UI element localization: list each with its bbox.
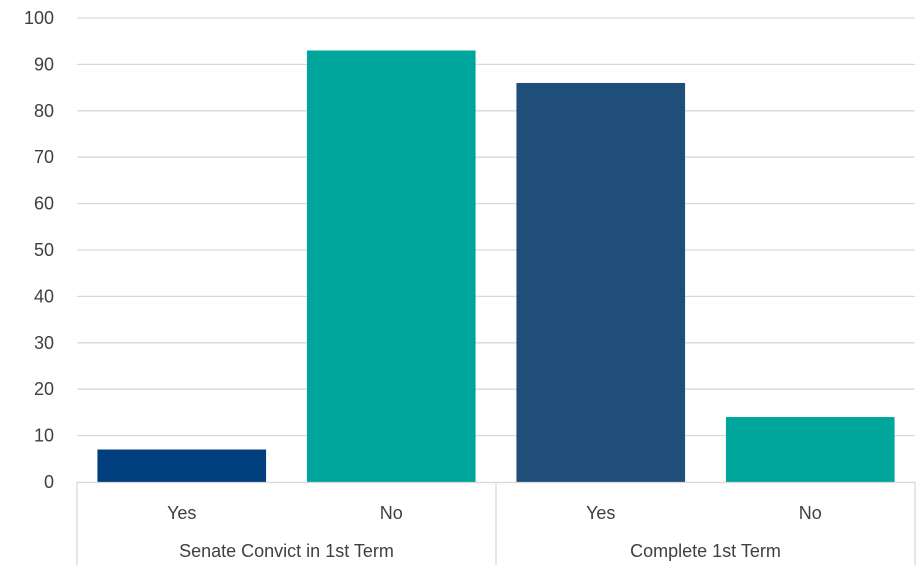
y-tick-label: 0 <box>44 472 54 492</box>
y-axis: 0 10 20 30 40 50 60 70 80 90 100 <box>24 8 54 492</box>
y-tick-label: 20 <box>34 379 54 399</box>
x-category-label: Yes <box>586 503 615 523</box>
y-tick-label: 70 <box>34 147 54 167</box>
y-tick-label: 100 <box>24 8 54 28</box>
y-tick-label: 30 <box>34 333 54 353</box>
y-tick-label: 40 <box>34 286 54 306</box>
bar <box>516 82 686 483</box>
x-category-label: No <box>380 503 403 523</box>
y-tick-label: 80 <box>34 101 54 121</box>
x-group-label: Complete 1st Term <box>630 541 781 561</box>
bars <box>97 50 895 483</box>
y-tick-label: 10 <box>34 426 54 446</box>
y-tick-label: 50 <box>34 240 54 260</box>
y-tick-label: 90 <box>34 54 54 74</box>
bar <box>725 417 895 482</box>
gridlines <box>77 17 915 437</box>
x-category-label: No <box>799 503 822 523</box>
y-tick-label: 60 <box>34 194 54 214</box>
x-axis: Yes No Senate Convict in 1st Term Yes No Comp… <box>76 481 916 565</box>
x-category-label: Yes <box>167 503 196 523</box>
bar <box>306 50 476 482</box>
x-group-label: Senate Convict in 1st Term <box>179 541 394 561</box>
bar <box>97 449 267 482</box>
